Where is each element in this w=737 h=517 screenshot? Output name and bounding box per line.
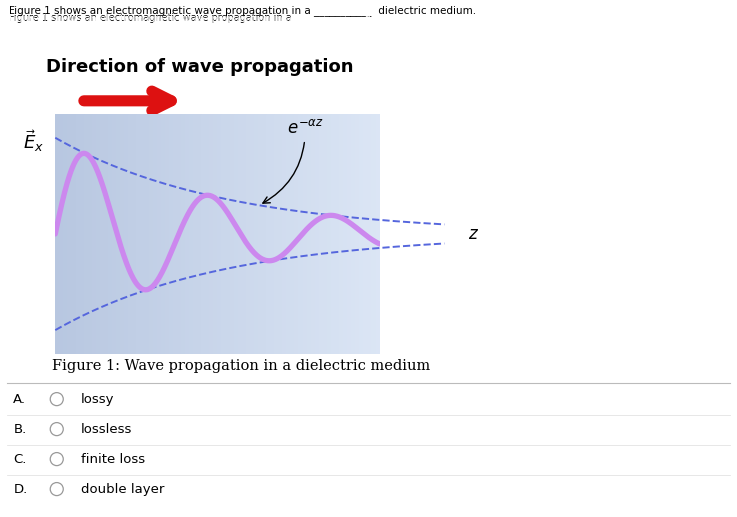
Bar [181,114,186,354]
Bar [205,114,210,354]
Bar [307,114,312,354]
Text: lossy: lossy [81,392,114,406]
Bar [266,114,271,354]
Bar [258,114,263,354]
Bar [323,114,328,354]
Bar [326,114,332,354]
Bar [359,114,364,354]
Bar [75,114,80,354]
Bar [132,114,137,354]
Text: finite loss: finite loss [81,452,145,466]
Bar [262,114,267,354]
Bar [83,114,88,354]
Bar [120,114,125,354]
Bar [310,114,315,354]
Bar [371,114,377,354]
Bar [63,114,69,354]
Bar [144,114,150,354]
Text: Figure 1: Wave propagation in a dielectric medium: Figure 1: Wave propagation in a dielectr… [52,359,430,373]
Bar [226,114,231,354]
Bar [128,114,133,354]
Bar [217,114,223,354]
Bar [245,114,251,354]
Bar [161,114,166,354]
Text: Figure 1 shows an electromagnetic wave propagation in a ___________  dielectric : Figure 1 shows an electromagnetic wave p… [9,5,476,17]
Text: Figure 1 shows an electromagnetic wave propagation in a: Figure 1 shows an electromagnetic wave p… [9,13,292,23]
Bar [339,114,344,354]
Text: $e^{-\alpha z}$: $e^{-\alpha z}$ [263,119,324,203]
Bar [88,114,93,354]
Text: A.: A. [13,392,27,406]
Bar [229,114,234,354]
Text: B.: B. [13,422,27,436]
Bar [193,114,198,354]
Text: D.: D. [13,482,27,496]
Bar [108,114,113,354]
Text: Direction of wave propagation: Direction of wave propagation [46,58,354,76]
Bar [172,114,178,354]
Bar [68,114,72,354]
Text: lossless: lossless [81,422,133,436]
Bar [185,114,190,354]
Bar [282,114,287,354]
Bar [91,114,97,354]
Bar [177,114,182,354]
Bar [315,114,320,354]
Bar [96,114,101,354]
Bar [375,114,380,354]
Bar [295,114,299,354]
Bar [254,114,259,354]
Bar [274,114,279,354]
Bar [237,114,242,354]
Bar [367,114,372,354]
Bar [335,114,340,354]
Bar [278,114,283,354]
Bar [189,114,194,354]
Bar [355,114,360,354]
Text: Figure 1 shows an electromagnetic wave propagation in a _____________  dielectri: Figure 1 shows an electromagnetic wave p… [9,13,455,24]
Bar [153,114,158,354]
Bar [165,114,170,354]
Bar [221,114,226,354]
Bar [214,114,218,354]
Bar [140,114,145,354]
Bar [156,114,161,354]
Text: $z$: $z$ [467,225,478,243]
Bar [55,114,60,354]
Bar [286,114,291,354]
Bar [104,114,109,354]
Bar [136,114,142,354]
Bar [198,114,202,354]
Bar [201,114,206,354]
Bar [80,114,85,354]
Bar [99,114,105,354]
Bar [169,114,174,354]
Bar [270,114,275,354]
Bar [302,114,307,354]
Bar [347,114,352,354]
Bar [318,114,324,354]
Bar [234,114,239,354]
Bar [112,114,117,354]
Bar [148,114,153,354]
Text: $\vec{E}_x$: $\vec{E}_x$ [23,128,44,154]
Text: C.: C. [13,452,27,466]
Bar [242,114,247,354]
Bar [250,114,255,354]
Bar [298,114,304,354]
Bar [71,114,77,354]
Text: double layer: double layer [81,482,164,496]
Bar [124,114,129,354]
Bar [290,114,296,354]
Bar [331,114,336,354]
Bar [209,114,214,354]
Bar [116,114,121,354]
Bar [343,114,348,354]
Bar [59,114,64,354]
Bar [351,114,356,354]
Bar [363,114,368,354]
